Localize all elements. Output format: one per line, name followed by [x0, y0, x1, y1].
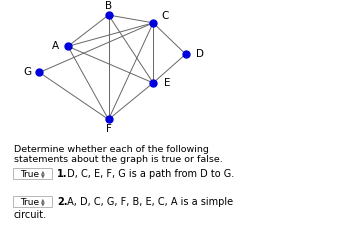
Text: ▲: ▲ — [41, 169, 45, 174]
Text: ▲: ▲ — [41, 198, 45, 202]
Text: True: True — [20, 169, 39, 179]
Text: D, C, E, F, G is a path from D to G.: D, C, E, F, G is a path from D to G. — [64, 169, 234, 179]
Text: 2.: 2. — [57, 197, 68, 207]
Text: ▼: ▼ — [41, 202, 45, 207]
Text: ▼: ▼ — [41, 174, 45, 179]
Text: A, D, C, G, F, B, E, C, A is a simple: A, D, C, G, F, B, E, C, A is a simple — [64, 197, 233, 207]
Text: 1.: 1. — [57, 169, 68, 179]
Text: D: D — [196, 49, 204, 59]
Text: statements about the graph is true or false.: statements about the graph is true or fa… — [14, 155, 223, 164]
Text: A: A — [52, 41, 59, 51]
FancyBboxPatch shape — [14, 196, 52, 207]
Text: circuit.: circuit. — [14, 210, 47, 220]
Text: True: True — [20, 198, 39, 207]
Text: F: F — [106, 124, 111, 134]
FancyBboxPatch shape — [14, 169, 52, 180]
Text: G: G — [23, 68, 32, 77]
Text: Determine whether each of the following: Determine whether each of the following — [14, 145, 209, 154]
Text: B: B — [105, 1, 112, 11]
Text: C: C — [162, 11, 169, 21]
Text: E: E — [164, 78, 170, 88]
